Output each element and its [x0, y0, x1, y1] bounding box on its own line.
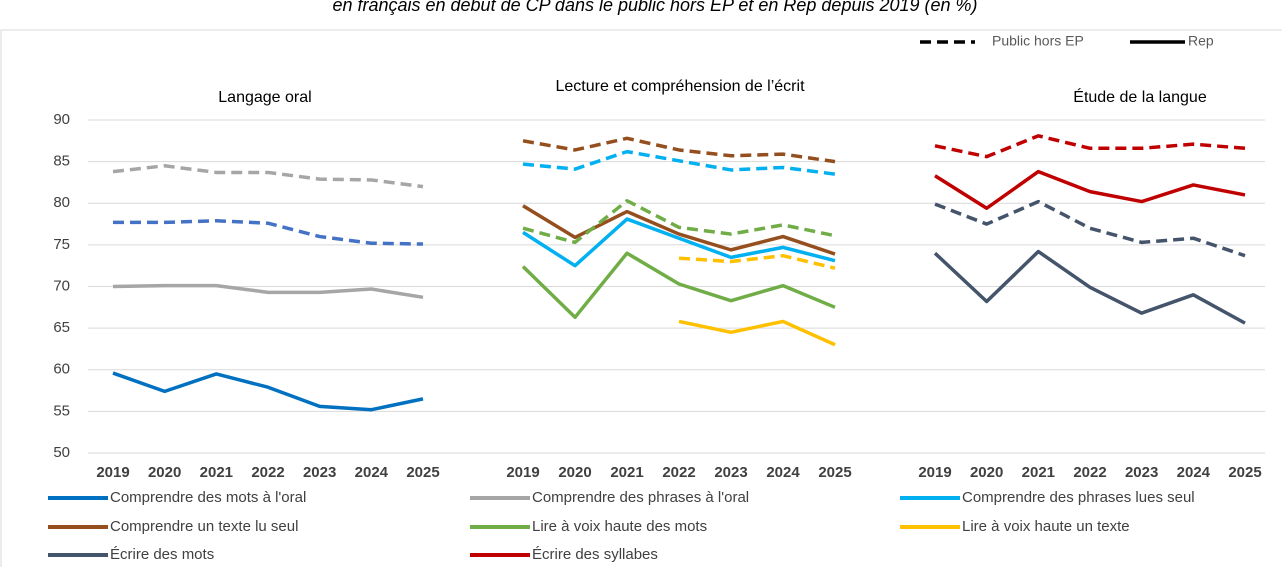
line-public: [522, 149, 836, 176]
x-tick-label: 2025: [1228, 464, 1261, 481]
x-tick-label: 2021: [610, 464, 643, 481]
line-public: [934, 199, 1246, 258]
x-tick-label: 2025: [818, 464, 851, 481]
legend-style-label: Rep: [1188, 33, 1214, 49]
line-public: [678, 253, 836, 270]
line-public: [112, 164, 424, 189]
x-tick-label: 2023: [714, 464, 747, 481]
x-tick-label: 2023: [303, 464, 336, 481]
x-tick-label: 2025: [406, 464, 439, 481]
line-public: [522, 199, 836, 245]
x-tick-label: 2019: [918, 464, 951, 481]
panel-title: Étude de la langue: [1073, 89, 1207, 106]
chart-title: en français en début de CP dans le publi…: [332, 0, 977, 15]
y-tick-label: 65: [53, 319, 70, 336]
line-public: [522, 136, 836, 164]
y-tick-label: 55: [53, 402, 70, 419]
y-tick-label: 80: [53, 194, 70, 211]
legend-label: Comprendre des phrases à l'oral: [532, 489, 749, 506]
line-rep: [522, 204, 836, 256]
legend-label: Comprendre des phrases lues seul: [962, 489, 1195, 506]
legend-label: Lire à voix haute des mots: [532, 518, 707, 535]
line-rep: [112, 283, 424, 300]
y-tick-label: 50: [53, 444, 70, 461]
legend-label: Comprendre des mots à l'oral: [110, 489, 306, 506]
y-tick-label: 85: [53, 153, 70, 170]
legend-label: Écrire des syllabes: [532, 546, 658, 563]
legend-label: Écrire des mots: [110, 546, 214, 563]
x-tick-label: 2021: [1022, 464, 1055, 481]
line-public: [934, 134, 1246, 159]
legend-style-label: Public hors EP: [992, 33, 1084, 49]
panel-title: Langage oral: [218, 89, 312, 106]
line-rep: [112, 371, 424, 412]
y-tick-label: 60: [53, 361, 70, 378]
line-rep: [933, 249, 1246, 325]
x-tick-label: 2021: [200, 464, 233, 481]
x-tick-label: 2019: [506, 464, 539, 481]
frame: [0, 29, 1282, 567]
y-tick-label: 75: [53, 236, 70, 253]
line-rep: [934, 169, 1246, 210]
x-tick-label: 2022: [251, 464, 284, 481]
x-tick-label: 2022: [1073, 464, 1106, 481]
x-tick-label: 2024: [355, 464, 389, 481]
x-tick-label: 2024: [1177, 464, 1211, 481]
legend-label: Lire à voix haute un texte: [962, 518, 1130, 535]
x-tick-label: 2020: [148, 464, 181, 481]
x-tick-label: 2024: [766, 464, 800, 481]
x-tick-label: 2019: [96, 464, 129, 481]
x-tick-label: 2023: [1125, 464, 1158, 481]
panel-title: Lecture et compréhension de l’écrit: [555, 78, 805, 95]
y-tick-label: 90: [53, 111, 70, 128]
line-rep: [522, 217, 836, 268]
x-tick-label: 2020: [558, 464, 591, 481]
x-tick-label: 2020: [970, 464, 1003, 481]
legend-label: Comprendre un texte lu seul: [110, 518, 298, 535]
line-rep: [521, 251, 836, 320]
line-rep: [678, 319, 836, 347]
y-tick-label: 70: [53, 277, 70, 294]
line-public: [113, 218, 424, 246]
x-tick-label: 2022: [662, 464, 695, 481]
